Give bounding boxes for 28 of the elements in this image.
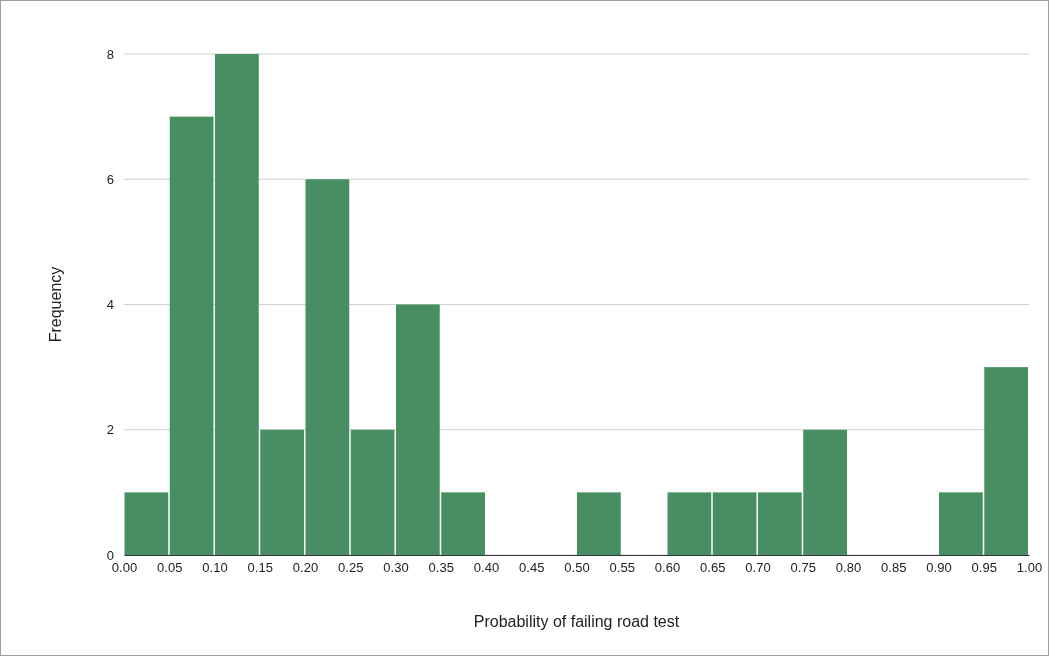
x-tick-label: 0.55 xyxy=(609,560,635,576)
y-tick-label: 6 xyxy=(106,171,114,187)
x-tick-label: 1.00 xyxy=(1016,560,1043,576)
y-tick-label: 4 xyxy=(106,297,114,313)
x-tick-label: 0.15 xyxy=(247,560,273,576)
x-tick-label: 0.85 xyxy=(881,560,907,576)
x-tick-label: 0.40 xyxy=(473,560,500,576)
x-tick-label: 0.95 xyxy=(971,560,997,576)
x-tick-label: 0.25 xyxy=(338,560,364,576)
x-tick-label: 0.70 xyxy=(745,560,771,576)
x-tick-label: 0.65 xyxy=(700,560,726,576)
y-tick-label: 0 xyxy=(106,547,114,563)
y-tick-label: 2 xyxy=(106,422,114,438)
x-tick-label: 0.50 xyxy=(564,560,590,576)
x-tick-label: 0.00 xyxy=(111,560,138,576)
x-tick-label: 0.30 xyxy=(383,560,409,576)
x-tick-label: 0.75 xyxy=(790,560,816,576)
x-tick-label: 0.45 xyxy=(519,560,545,576)
x-tick-label: 0.05 xyxy=(157,560,183,576)
x-tick-label: 0.60 xyxy=(654,560,681,576)
x-tick-label: 0.10 xyxy=(202,560,228,576)
y-axis-title: Frequency xyxy=(47,266,64,343)
x-tick-label: 0.90 xyxy=(926,560,952,576)
x-tick-label: 0.35 xyxy=(428,560,454,576)
y-tick-label: 8 xyxy=(106,46,114,62)
x-tick-label: 0.20 xyxy=(292,560,319,576)
x-axis-title: Probability of failing road test xyxy=(473,613,680,630)
x-tick-label: 0.80 xyxy=(835,560,862,576)
